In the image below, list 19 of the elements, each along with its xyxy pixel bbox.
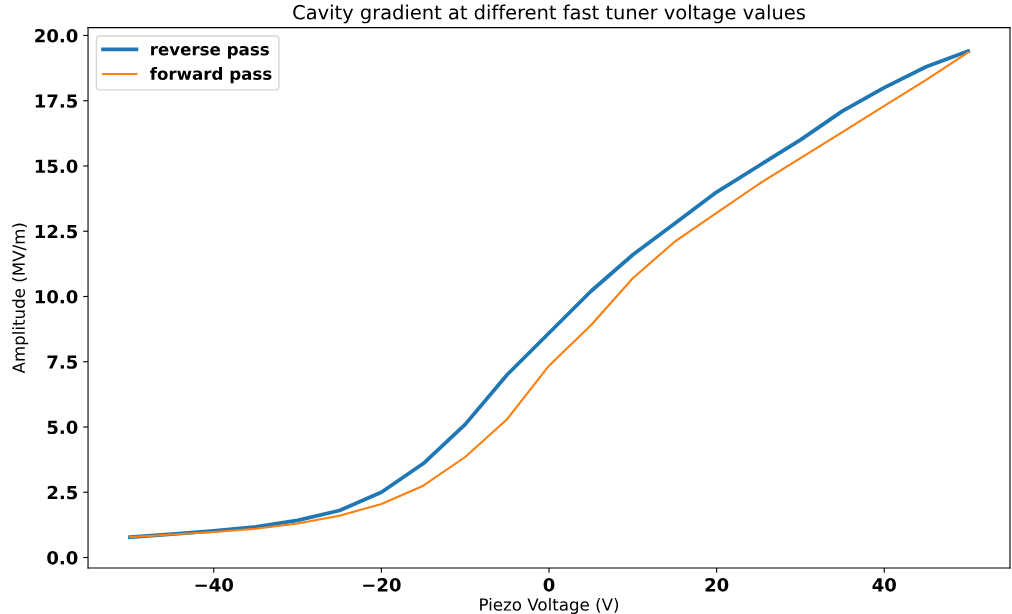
y-tick-label: 17.5 [35, 94, 78, 108]
x-tick-label: −20 [363, 577, 401, 592]
y-tick-label: 10.0 [35, 289, 78, 304]
legend-label: reverse pass [151, 45, 269, 59]
y-tick-label: 0.0 [47, 550, 78, 565]
x-tick-label: 40 [872, 577, 896, 592]
x-tick-label: 20 [705, 577, 729, 592]
x-tick-label: −40 [195, 577, 234, 592]
legend-label: forward pass [150, 67, 272, 84]
y-tick-label: 5.0 [47, 420, 78, 435]
x-axis-title: Piezo Voltage (V) [480, 597, 619, 614]
y-tick-label: 20.0 [35, 28, 78, 43]
y-tick-label: 12.5 [35, 224, 78, 239]
y-axis-title: Amplitude (MV/m) [12, 223, 29, 374]
y-tick-label: 2.5 [47, 485, 78, 500]
y-tick-label: 7.5 [47, 355, 78, 369]
y-tick-label: 15.0 [35, 159, 78, 174]
x-tick-label: 0 [543, 577, 555, 592]
chart-title: Cavity gradient at different fast tuner voltage values [293, 4, 805, 24]
